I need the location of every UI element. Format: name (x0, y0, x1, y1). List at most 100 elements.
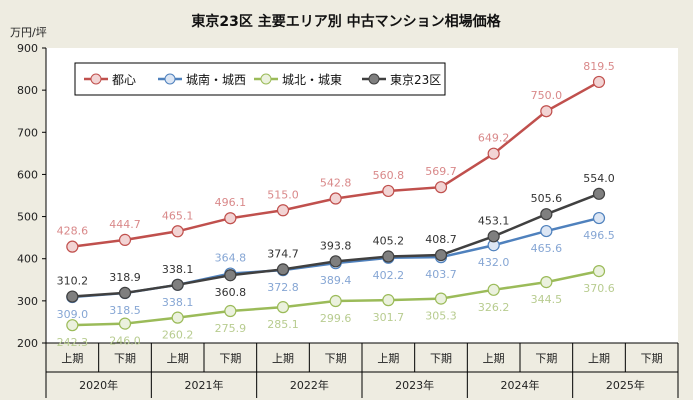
data-label: 515.0 (267, 188, 299, 201)
x-tick-label: 上期 (588, 352, 610, 365)
year-label: 2025年 (606, 378, 645, 392)
data-label: 403.7 (425, 268, 457, 281)
x-tick-label: 下期 (114, 352, 136, 365)
data-label: 364.8 (215, 252, 247, 265)
data-point (276, 204, 290, 217)
y-tick-label: 600 (17, 168, 38, 181)
data-point (171, 311, 184, 324)
y-tick-label: 800 (17, 84, 38, 97)
data-point (224, 269, 237, 282)
data-label: 372.8 (267, 281, 299, 294)
data-point (118, 286, 132, 299)
legend-item: 城北・城東 (254, 73, 342, 87)
series-2: 242.3 246.0 260.2 275.9 285.1 299.6 301.7 305.3… (57, 265, 615, 349)
data-label: 246.0 (109, 335, 141, 348)
legend-label: 城南・城西 (186, 72, 246, 87)
data-label: 370.6 (583, 282, 615, 295)
data-label: 275.9 (215, 322, 247, 335)
data-point (329, 255, 342, 268)
data-label: 389.4 (320, 274, 352, 287)
y-tick-label: 900 (17, 42, 38, 55)
legend-label: 都心 (112, 73, 136, 87)
year-label: 2022年 (290, 378, 329, 392)
legend-item: 城南・城西 (158, 72, 246, 87)
series-0: 428.6 444.7 465.1 496.1 515.0 542.8 560.8 569.7… (57, 60, 615, 253)
data-point (434, 181, 448, 194)
legend-marker (90, 73, 102, 85)
data-label: 285.1 (267, 318, 299, 331)
data-point (540, 276, 553, 289)
data-label: 649.2 (478, 132, 510, 145)
data-point (592, 75, 606, 89)
data-point (540, 208, 553, 221)
x-tick-label: 上期 (61, 352, 83, 365)
x-tick-label: 下期 (535, 352, 557, 365)
data-label: 393.8 (320, 239, 352, 252)
data-label: 402.2 (373, 269, 405, 282)
y-tick-label: 300 (17, 295, 38, 308)
data-label: 344.5 (531, 293, 563, 306)
x-tick-label: 下期 (430, 352, 452, 365)
data-point (540, 105, 553, 118)
data-label: 465.6 (531, 242, 563, 255)
data-point (382, 184, 395, 198)
x-tick-label: 下期 (641, 352, 663, 365)
y-tick-label: 500 (17, 211, 38, 224)
data-label: 542.8 (320, 177, 352, 190)
data-point (224, 212, 237, 225)
data-point (276, 263, 290, 276)
year-label: 2023年 (395, 378, 434, 392)
data-label: 318.5 (109, 304, 141, 317)
data-label: 338.1 (162, 296, 194, 309)
data-label: 405.2 (373, 235, 405, 248)
data-label: 260.2 (162, 329, 194, 342)
data-point (592, 211, 606, 225)
series-3: 310.2 318.9 338.1 360.8 374.7 393.8 405.2 408.7… (57, 172, 615, 303)
x-tick-label: 上期 (483, 352, 505, 365)
data-label: 309.0 (57, 308, 89, 321)
data-point (592, 187, 606, 200)
year-label: 2021年 (185, 378, 224, 392)
data-label: 318.9 (109, 271, 141, 284)
data-point (434, 248, 448, 262)
data-label: 819.5 (583, 60, 615, 73)
legend-marker (164, 73, 176, 85)
data-label: 326.2 (478, 301, 510, 314)
data-point (118, 317, 132, 330)
data-label: 453.1 (478, 214, 510, 227)
data-label: 465.1 (162, 209, 194, 222)
y-tick-label: 200 (17, 337, 38, 350)
x-tick-label: 下期 (325, 352, 347, 365)
data-label: 428.6 (57, 225, 89, 238)
data-point (276, 301, 290, 314)
x-tick-label: 下期 (219, 352, 241, 365)
year-label: 2020年 (79, 378, 118, 392)
data-label: 374.7 (267, 247, 299, 260)
data-point (171, 225, 184, 238)
data-point (540, 224, 553, 238)
data-label: 496.1 (215, 196, 247, 209)
data-label: 360.8 (215, 286, 247, 299)
legend-item: 東京23区 (362, 73, 441, 87)
data-point (329, 294, 342, 308)
data-label: 338.1 (162, 263, 194, 276)
legend-marker (260, 73, 272, 85)
data-point (224, 304, 237, 318)
data-label: 554.0 (583, 172, 615, 185)
data-point (487, 283, 500, 296)
legend-label: 城北・城東 (282, 73, 342, 87)
y-axis-unit: 万円/坪 (10, 26, 47, 39)
data-label: 496.5 (583, 229, 615, 242)
data-point (66, 319, 79, 332)
data-point (592, 265, 606, 278)
x-tick-label: 上期 (272, 352, 294, 365)
data-label: 301.7 (373, 311, 405, 324)
data-point (171, 278, 184, 291)
data-point (382, 250, 395, 263)
data-point (487, 230, 500, 243)
data-label: 432.0 (478, 256, 510, 269)
data-point (329, 192, 342, 205)
data-label: 444.7 (109, 218, 141, 231)
data-label: 505.6 (531, 192, 563, 205)
